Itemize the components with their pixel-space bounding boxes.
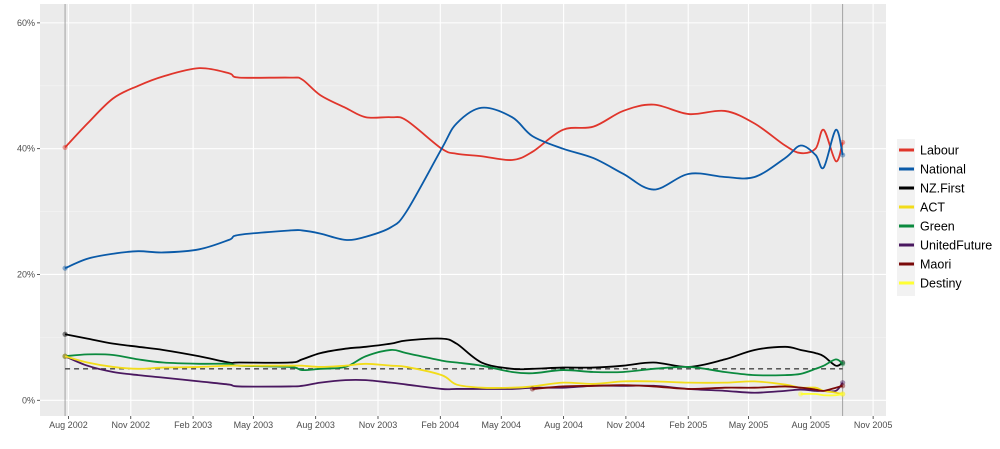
end-point <box>840 383 846 389</box>
axes: 0% 20% 40% 60% Aug 2002 Nov 2002 Feb 2003 May 2… <box>17 18 892 430</box>
end-point <box>840 359 846 366</box>
x-tick-label: Aug 2005 <box>792 420 831 430</box>
y-tick-label: 60% <box>17 18 35 28</box>
legend-label: NZ.First <box>920 182 965 196</box>
grid <box>40 4 886 416</box>
series-line-act <box>64 355 843 395</box>
end-point <box>840 152 846 158</box>
y-tick-label: 20% <box>17 269 35 279</box>
series-line-unitedfuture <box>64 355 844 394</box>
x-tick-label: Feb 2005 <box>669 420 707 430</box>
start-point <box>529 386 536 392</box>
plot-panel <box>40 4 886 416</box>
end-point <box>840 361 846 367</box>
x-tick-label: May 2005 <box>729 420 769 430</box>
legend-label: Green <box>920 220 955 234</box>
end-point <box>840 391 846 397</box>
x-tick-label: Nov 2004 <box>607 420 646 430</box>
legend-key-background <box>897 139 915 296</box>
series-line-maori <box>532 384 843 392</box>
start-point <box>62 353 68 359</box>
start-point <box>62 331 68 337</box>
start-point <box>62 265 68 271</box>
series-lines <box>62 4 846 416</box>
legend-label: Destiny <box>920 277 962 291</box>
end-point <box>840 380 846 386</box>
x-tick-label: Aug 2004 <box>544 420 583 430</box>
series-line-nzfirst <box>64 333 844 371</box>
legend-label: Maori <box>920 258 951 272</box>
legend: Labour National NZ.First ACT Green UnitedFutu… <box>897 139 992 296</box>
x-tick-label: May 2003 <box>234 420 274 430</box>
series-line-labour <box>64 67 844 163</box>
start-point <box>62 144 68 151</box>
legend-label: Labour <box>920 144 959 158</box>
x-tick-label: Nov 2005 <box>854 420 893 430</box>
x-tick-label: Nov 2003 <box>359 420 398 430</box>
x-tick-label: Nov 2002 <box>111 420 150 430</box>
start-point <box>798 391 804 397</box>
legend-label: National <box>920 163 966 177</box>
x-tick-label: Feb 2003 <box>174 420 212 430</box>
x-tick-label: May 2004 <box>482 420 522 430</box>
y-tick-label: 0% <box>22 395 35 405</box>
x-tick-label: Feb 2004 <box>421 420 459 430</box>
x-tick-label: Aug 2003 <box>296 420 335 430</box>
y-tick-label: 40% <box>17 144 35 154</box>
x-tick-label: Aug 2002 <box>49 420 88 430</box>
series-line-destiny <box>800 392 843 397</box>
series-line-green <box>64 348 844 377</box>
legend-label: UnitedFuture <box>920 239 992 253</box>
series-line-national <box>64 106 844 270</box>
legend-label: ACT <box>920 201 945 215</box>
